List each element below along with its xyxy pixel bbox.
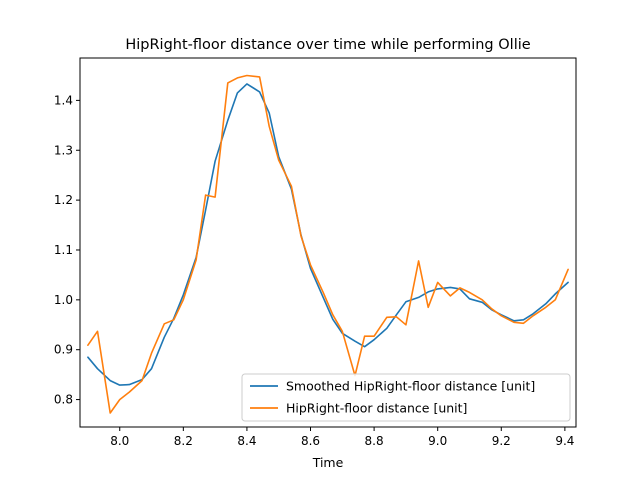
x-tick-label: 8.6 (301, 434, 320, 448)
y-tick-label: 1.2 (54, 193, 73, 207)
legend: Smoothed HipRight-floor distance [unit] H… (241, 373, 571, 422)
y-tick-label: 1.0 (54, 293, 73, 307)
y-tick-label: 0.8 (54, 393, 73, 407)
chart-title: HipRight-floor distance over time while … (125, 37, 530, 53)
x-tick-label: 8.2 (174, 434, 193, 448)
y-tick-label: 0.9 (54, 343, 73, 357)
legend-box (241, 373, 571, 422)
y-tick-label: 1.4 (54, 93, 73, 107)
series-line-1 (87, 74, 569, 414)
x-axis-label: Time (312, 455, 344, 470)
x-tick-label: 8.4 (237, 434, 256, 448)
x-tick-label: 8.0 (110, 434, 129, 448)
x-tick-label: 9.2 (492, 434, 511, 448)
x-tick-label: 9.4 (555, 434, 574, 448)
y-tick-label: 1.1 (54, 243, 73, 257)
x-tick-label: 9.0 (428, 434, 447, 448)
series-line-0 (87, 83, 569, 386)
x-tick-label: 8.8 (365, 434, 384, 448)
y-tick-label: 1.3 (54, 143, 73, 157)
plot-frame (79, 57, 577, 428)
legend-label-1: HipRight-floor distance [unit] (286, 401, 467, 416)
axis-ticks: 8.0 8.2 8.4 8.6 8.8 9.0 9.2 9.4 0.8 0.9 1.0 1.1 1.2 1… (54, 93, 575, 448)
legend-label-0: Smoothed HipRight-floor distance [unit] (286, 379, 535, 394)
series-group (87, 74, 569, 414)
